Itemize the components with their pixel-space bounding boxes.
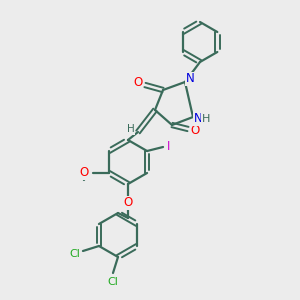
Text: N: N — [186, 73, 194, 85]
Text: H: H — [202, 114, 210, 124]
Text: O: O — [134, 76, 142, 89]
Text: O: O — [190, 124, 200, 137]
Text: N: N — [194, 112, 202, 125]
Text: Cl: Cl — [108, 277, 118, 287]
Text: H: H — [127, 124, 135, 134]
Text: Cl: Cl — [70, 249, 80, 259]
Text: O: O — [123, 196, 133, 209]
Text: O: O — [79, 167, 88, 179]
Text: I: I — [167, 140, 171, 154]
